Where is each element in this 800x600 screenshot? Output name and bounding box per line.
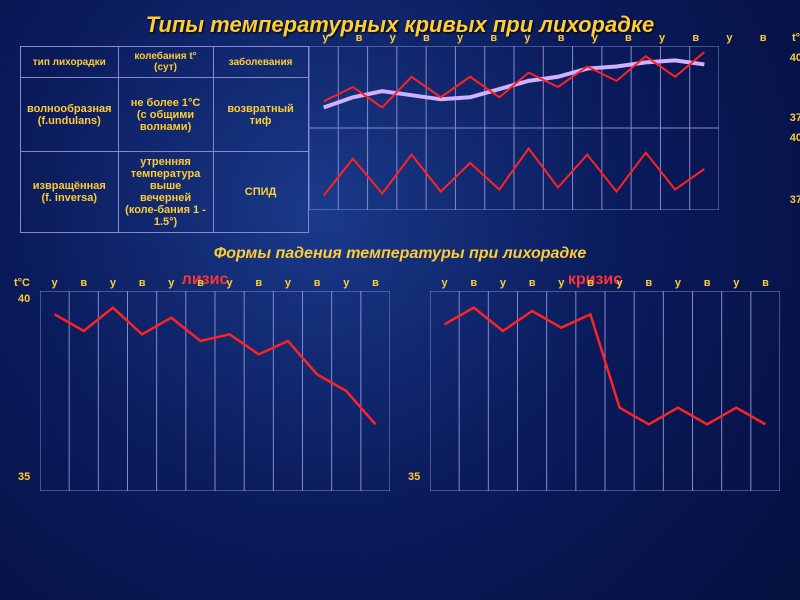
uv-labels-lizis: увувувувувув: [40, 277, 390, 289]
cell: СПИД: [213, 152, 308, 233]
bottom-section: лизис увувувувувув t°C 40 35 кризис увув…: [20, 271, 780, 496]
ylab: 35: [18, 471, 30, 483]
th-fluct: колебания t° (сут): [118, 47, 213, 78]
uv-labels-krizis: увувувувувув: [430, 277, 780, 289]
cell: утренняя температура выше вечерней (коле…: [118, 152, 213, 233]
lizis-chart: лизис увувувувувув t°C 40 35: [20, 271, 390, 496]
ylab: 40: [18, 293, 30, 305]
cell: волнообразная (f.undulans): [21, 78, 119, 152]
uv-labels-top: увувувувувувув: [309, 32, 780, 44]
top-section: тип лихорадки колебания t° (сут) заболев…: [20, 46, 780, 233]
cell: не более 1°С (с общими волнами): [118, 78, 213, 152]
krizis-svg: [430, 291, 780, 491]
top-chart-area: увувувувувувув t°C 40 37 40 37: [309, 46, 780, 233]
tc-label: t°C: [14, 277, 30, 289]
krizis-chart: кризис увувувувувув 35: [410, 271, 780, 496]
tc-label: t°C: [792, 32, 800, 44]
subtitle: Формы падения температуры при лихорадке: [0, 245, 800, 263]
th-disease: заболевания: [213, 47, 308, 78]
th-type: тип лихорадки: [21, 47, 119, 78]
ylab: 40: [790, 52, 800, 64]
ylab: 37: [790, 112, 800, 124]
fever-table: тип лихорадки колебания t° (сут) заболев…: [20, 46, 309, 233]
top-chart-svg: [309, 46, 719, 210]
ylab: 37: [790, 194, 800, 206]
lizis-svg: [40, 291, 390, 491]
cell: извращённая (f. inversa): [21, 152, 119, 233]
cell: возвратный тиф: [213, 78, 308, 152]
ylab: 40: [790, 132, 800, 144]
ylab: 35: [408, 471, 420, 483]
